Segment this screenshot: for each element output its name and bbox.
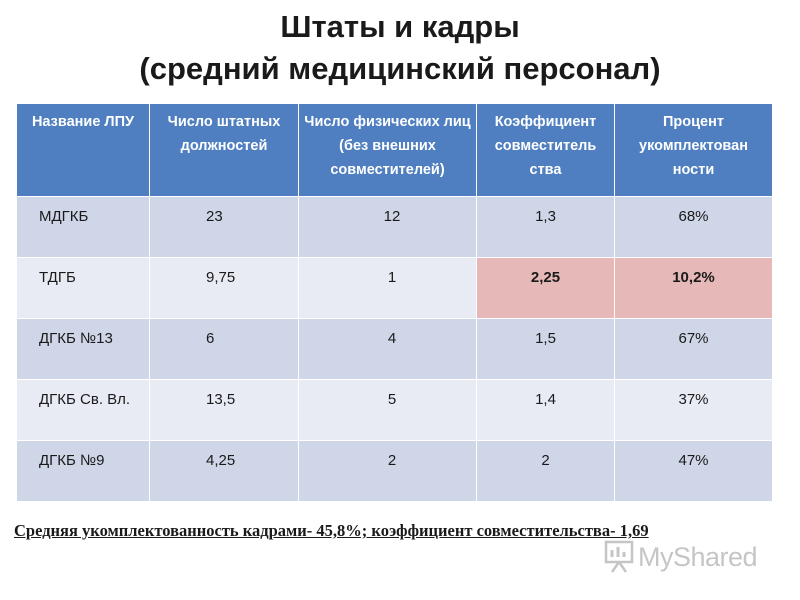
presentation-board-icon bbox=[604, 540, 634, 574]
cell-staffing-percent: 47% bbox=[614, 440, 773, 502]
column-header-staff-positions: Число штатных должностей bbox=[149, 103, 299, 197]
cell-coefficient-highlighted: 2,25 bbox=[476, 257, 615, 319]
column-header-staffing-percent: Процент укомплектован ности bbox=[614, 103, 773, 197]
table-row: МДГКБ 23 12 1,3 68% bbox=[16, 196, 773, 258]
table-header-row: Название ЛПУ Число штатных должностей Чи… bbox=[16, 103, 773, 197]
slide-title: Штаты и кадры bbox=[280, 9, 520, 44]
cell-coefficient: 2 bbox=[476, 440, 615, 502]
cell-hospital: ДГКБ №9 bbox=[16, 440, 150, 502]
cell-hospital: ДГКБ №13 bbox=[16, 318, 150, 380]
cell-hospital: ДГКБ Св. Вл. bbox=[16, 379, 150, 441]
cell-staff-positions: 13,5 bbox=[149, 379, 299, 441]
cell-physical-persons: 1 bbox=[298, 257, 477, 319]
cell-staff-positions: 6 bbox=[149, 318, 299, 380]
footer-summary: Средняя укомплектованность кадрами- 45,8… bbox=[14, 521, 649, 540]
table-row: ДГКБ №9 4,25 2 2 47% bbox=[16, 440, 773, 502]
cell-physical-persons: 12 bbox=[298, 196, 477, 258]
cell-coefficient: 1,5 bbox=[476, 318, 615, 380]
cell-staff-positions: 4,25 bbox=[149, 440, 299, 502]
column-header-combination-coefficient: Коэффициент совместитель ства bbox=[476, 103, 615, 197]
cell-staffing-percent: 68% bbox=[614, 196, 773, 258]
cell-physical-persons: 2 bbox=[298, 440, 477, 502]
cell-physical-persons: 4 bbox=[298, 318, 477, 380]
column-header-physical-persons: Число физических лиц (без внешних совмес… bbox=[298, 103, 477, 197]
watermark-text: MyShared bbox=[638, 541, 758, 572]
cell-staffing-percent: 67% bbox=[614, 318, 773, 380]
table-row: ДГКБ №13 6 4 1,5 67% bbox=[16, 318, 773, 380]
slide-subtitle: (средний медицинский персонал) bbox=[139, 51, 661, 86]
staff-table: Название ЛПУ Число штатных должностей Чи… bbox=[16, 103, 773, 502]
column-header-hospital: Название ЛПУ bbox=[16, 103, 150, 197]
cell-coefficient: 1,4 bbox=[476, 379, 615, 441]
table-row: ДГКБ Св. Вл. 13,5 5 1,4 37% bbox=[16, 379, 773, 441]
cell-hospital: МДГКБ bbox=[16, 196, 150, 258]
cell-staffing-percent: 37% bbox=[614, 379, 773, 441]
cell-physical-persons: 5 bbox=[298, 379, 477, 441]
cell-coefficient: 1,3 bbox=[476, 196, 615, 258]
cell-staff-positions: 9,75 bbox=[149, 257, 299, 319]
watermark: MyShared bbox=[604, 537, 758, 577]
table-row: ТДГБ 9,75 1 2,25 10,2% bbox=[16, 257, 773, 319]
cell-staffing-percent-highlighted: 10,2% bbox=[614, 257, 773, 319]
cell-staff-positions: 23 bbox=[149, 196, 299, 258]
cell-hospital: ТДГБ bbox=[16, 257, 150, 319]
